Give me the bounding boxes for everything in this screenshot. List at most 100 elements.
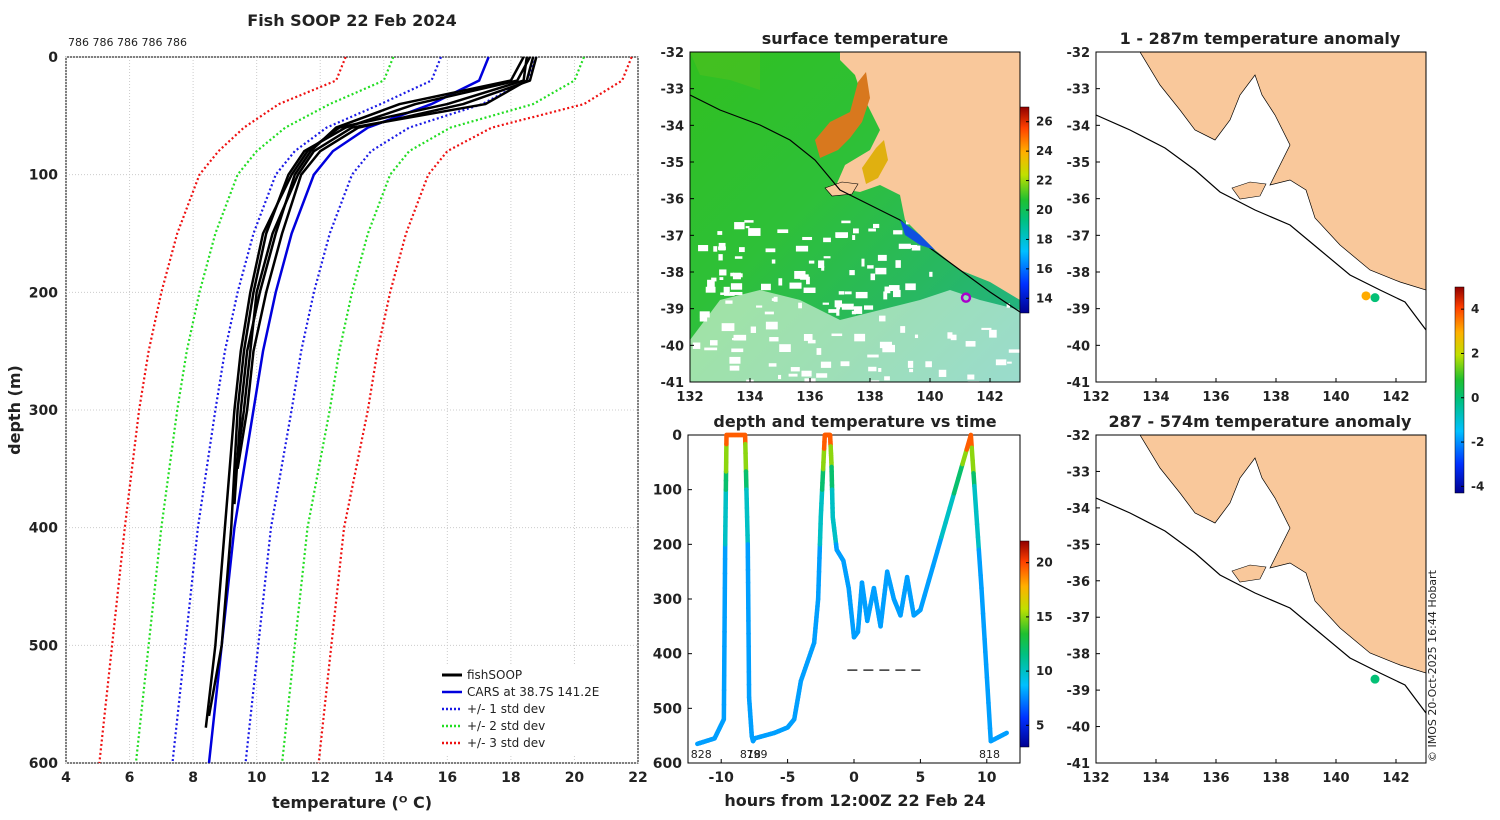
sst-cloud-speck — [870, 273, 876, 281]
profile-xtick-label: 14 — [374, 770, 394, 786]
anom1-ytick-label: -39 — [1067, 303, 1091, 318]
sst-cloud-speck — [719, 269, 727, 276]
anom1-kangaroo-island — [1231, 181, 1267, 200]
anom2-ytick-label: -35 — [1067, 538, 1091, 553]
anom1-point — [1361, 291, 1371, 301]
profile-panel: 4 6 8 10 12 14 16 18 20 22 0 100 200 300 400 500 600 Fis… — [5, 11, 648, 812]
anom-colorbar-tick-label: 2 — [1471, 346, 1479, 360]
sst-cloud-speck — [868, 228, 876, 232]
sst-colorbar-tick-label: 16 — [1036, 262, 1053, 276]
sst-ytick-label: -32 — [661, 46, 685, 61]
profile-std-line — [134, 56, 395, 764]
profile-xtick-label: 16 — [438, 770, 457, 786]
ts-ytick-label: 500 — [653, 701, 682, 717]
anom1-xtick-label: 138 — [1262, 390, 1289, 405]
sst-ytick-label: -35 — [661, 156, 685, 171]
sst-cloud-speck — [711, 277, 717, 282]
sst-cloud-speck — [803, 287, 816, 293]
anom2-xtick-label: 140 — [1322, 771, 1349, 786]
sst-cloud-speck — [852, 235, 856, 241]
anom2-ticks: 132 134 136 138 140 142 -32 -33 -34 -35 -36 -37 -38 -… — [1067, 429, 1410, 786]
anom1-xtick-label: 134 — [1142, 390, 1169, 405]
anom1-ytick-label: -40 — [1067, 339, 1091, 354]
anom2-points — [1370, 674, 1380, 684]
anom2-ytick-label: -33 — [1067, 465, 1091, 480]
profile-xtick-label: 6 — [125, 770, 135, 786]
sst-cloud-speck — [835, 233, 848, 239]
ts-colorbar-tick-label: 20 — [1036, 556, 1053, 570]
ts-ytick-label: 100 — [653, 483, 682, 499]
sst-cloud-speck — [808, 260, 815, 264]
anom1-axes-box — [1095, 51, 1427, 383]
sst-cloud-speck — [844, 291, 852, 295]
anom2-xtick-label: 136 — [1202, 771, 1229, 786]
profile-fish-line — [207, 56, 532, 717]
anom1-ytick-label: -37 — [1067, 229, 1091, 244]
anom-colorbar-tick-label: 4 — [1471, 302, 1479, 316]
profile-ticks: 4 6 8 10 12 14 16 18 20 22 0 100 200 300 400 500 600 — [29, 50, 648, 786]
profile-ytick-label: 200 — [29, 285, 58, 301]
sst-cloud-speck — [822, 302, 829, 305]
sst-cloud-speck — [734, 222, 745, 230]
sst-cloud-speck — [841, 303, 854, 310]
sst-xtick-label: 140 — [916, 390, 943, 405]
sst-cloud-speck — [765, 248, 776, 253]
ts-bottom-label: 818 — [979, 748, 1000, 761]
ts-xtick-label: 0 — [849, 770, 859, 786]
sst-cloud-speck — [745, 226, 750, 229]
ts-track-segment — [943, 505, 953, 525]
anom2-land — [1139, 435, 1426, 674]
sst-cloud-speck — [738, 247, 745, 253]
anom2-ytick-label: -36 — [1067, 575, 1091, 590]
sst-cloud-speck — [734, 256, 743, 259]
ts-track-segment — [934, 534, 944, 554]
anom1-ytick-label: -38 — [1067, 266, 1091, 281]
sst-shelf-contour — [690, 94, 1020, 313]
sst-cloud-speck — [698, 245, 709, 252]
sst-ship-marker — [960, 292, 972, 303]
anom1-point — [1370, 293, 1380, 303]
anom-colorbar — [1454, 286, 1465, 494]
sst-cloud-speck — [861, 258, 865, 267]
anom2-ytick-label: -40 — [1067, 721, 1091, 736]
anom2-panel: 287 - 574m temperature anomaly 132 134 136… — [1067, 412, 1427, 786]
sst-cloud-speck — [771, 259, 776, 264]
sst-colorbar-tick-label: 18 — [1036, 232, 1053, 246]
ts-colorbar-tick-label: 5 — [1036, 718, 1044, 732]
sst-xtick-label: 136 — [796, 390, 823, 405]
sst-cloud-speck — [888, 285, 900, 291]
anom-colorbar-tick-label: -4 — [1471, 479, 1484, 493]
sst-ytick-label: -33 — [661, 83, 685, 98]
sst-cloud-speck — [717, 231, 723, 235]
sst-cloud-speck — [1006, 303, 1010, 308]
profile-ytick-label: 600 — [29, 756, 58, 772]
sst-cloud-speck — [777, 229, 789, 234]
anom1-ytick-label: -41 — [1067, 376, 1091, 391]
profile-fish-lines — [204, 56, 538, 728]
sst-cloud-speck — [838, 291, 845, 295]
sst-kangaroo-island — [824, 181, 859, 197]
anom1-ytick-label: -32 — [1067, 46, 1091, 61]
profile-cars-mean — [207, 56, 490, 764]
profile-xlabel: temperature (ᴼ C) — [272, 793, 432, 812]
sst-ytick-label: -37 — [661, 229, 685, 244]
ts-track-segment — [947, 491, 957, 511]
sst-cloud-speck — [699, 311, 710, 318]
profile-ytick-label: 400 — [29, 521, 58, 537]
profile-top-annotation: 786 786 786 786 786 — [68, 36, 187, 49]
sst-cloud-speck — [834, 300, 843, 308]
profile-xtick-label: 12 — [310, 770, 329, 786]
anom1-xtick-label: 132 — [1082, 390, 1109, 405]
profile-std-line — [98, 56, 347, 764]
anom1-xtick-label: 140 — [1322, 390, 1349, 405]
anom-colorbar-tick-label: -2 — [1471, 435, 1484, 449]
ts-xtick-label: -5 — [780, 770, 796, 786]
sst-cloud-speck — [893, 230, 903, 235]
profile-fish-line — [233, 56, 525, 505]
ts-ytick-label: 200 — [653, 537, 682, 553]
sst-cloud-speck — [893, 289, 901, 298]
anom1-land — [1139, 52, 1426, 291]
